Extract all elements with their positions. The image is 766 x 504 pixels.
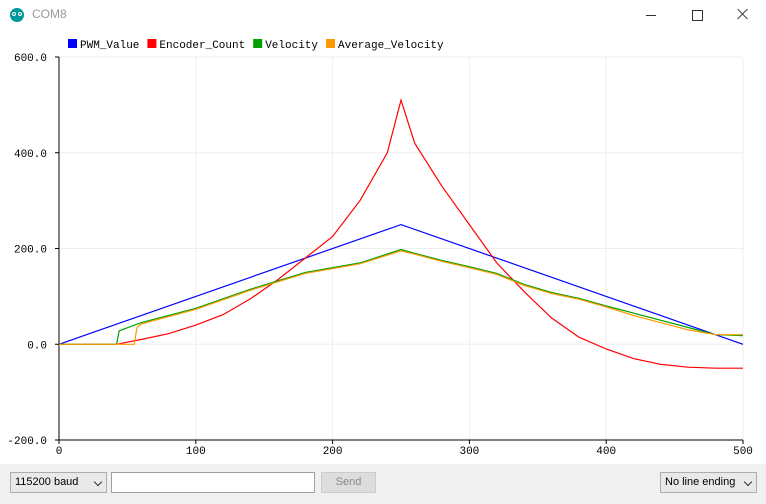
y-tick-label: -200.0 — [7, 436, 47, 448]
x-tick-label: 400 — [596, 446, 616, 458]
minimize-icon — [646, 15, 656, 16]
baud-rate-select[interactable]: 115200 baud — [10, 472, 107, 493]
legend-swatch — [147, 39, 157, 48]
serial-plotter-chart: 600.0 400.0 200.0 0.0 -200.0 0 100 200 300 400 500… — [7, 39, 753, 458]
close-icon — [737, 8, 749, 20]
y-tick-label: 600.0 — [14, 53, 47, 65]
arduino-icon — [10, 8, 24, 22]
window-title: COM8 — [32, 7, 67, 21]
legend-entry: Average_Velocity — [338, 40, 444, 52]
series-line-encoder-count — [59, 97, 743, 369]
legend-swatch — [253, 39, 263, 48]
y-tick-label: 0.0 — [27, 340, 47, 352]
title-bar: COM8 — [0, 0, 766, 30]
bottom-toolbar: 115200 baud Send No line ending — [0, 464, 766, 504]
chevron-down-icon — [93, 477, 103, 487]
y-tick-label: 400.0 — [14, 149, 47, 161]
message-input[interactable] — [111, 472, 315, 493]
legend-swatch — [68, 39, 77, 48]
maximize-icon — [692, 10, 703, 21]
x-tick-label: 500 — [733, 446, 753, 458]
legend-swatch — [326, 39, 335, 48]
maximize-button[interactable] — [674, 0, 720, 30]
legend-entry: PWM_Value — [80, 40, 139, 52]
chevron-down-icon — [743, 477, 753, 487]
series-line-pwm-value — [58, 223, 744, 345]
line-ending-value: No line ending — [665, 476, 736, 488]
series-line-average-velocity — [59, 250, 743, 345]
y-tick-label: 200.0 — [14, 245, 47, 257]
x-tick-label: 200 — [323, 446, 343, 458]
x-tick-label: 100 — [186, 446, 206, 458]
legend-entry: Velocity — [265, 40, 318, 52]
minimize-button[interactable] — [628, 0, 674, 30]
send-button[interactable]: Send — [321, 472, 376, 493]
x-tick-label: 0 — [56, 446, 63, 458]
legend-entry: Encoder_Count — [159, 40, 245, 52]
baud-rate-value: 115200 baud — [15, 476, 79, 488]
line-ending-select[interactable]: No line ending — [660, 472, 757, 493]
x-tick-label: 300 — [459, 446, 479, 458]
close-button[interactable] — [720, 0, 766, 30]
series-line-velocity — [59, 248, 744, 345]
